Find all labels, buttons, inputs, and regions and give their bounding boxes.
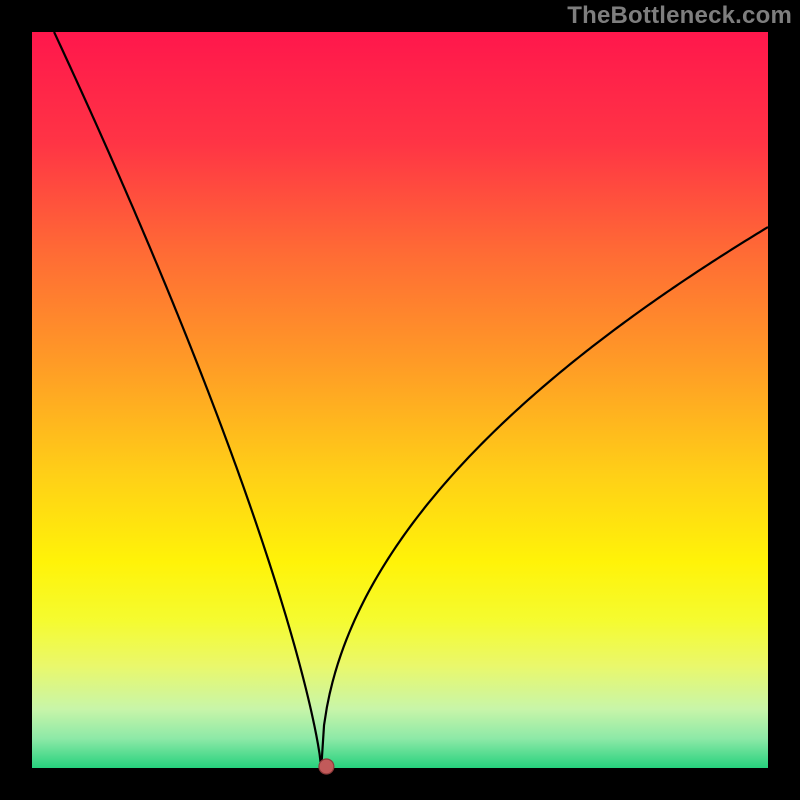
- chart-container: TheBottleneck.com: [0, 0, 800, 800]
- optimum-point: [319, 759, 334, 774]
- watermark-text: TheBottleneck.com: [567, 2, 792, 30]
- bottleneck-chart: [0, 0, 800, 800]
- plot-background: [32, 32, 768, 768]
